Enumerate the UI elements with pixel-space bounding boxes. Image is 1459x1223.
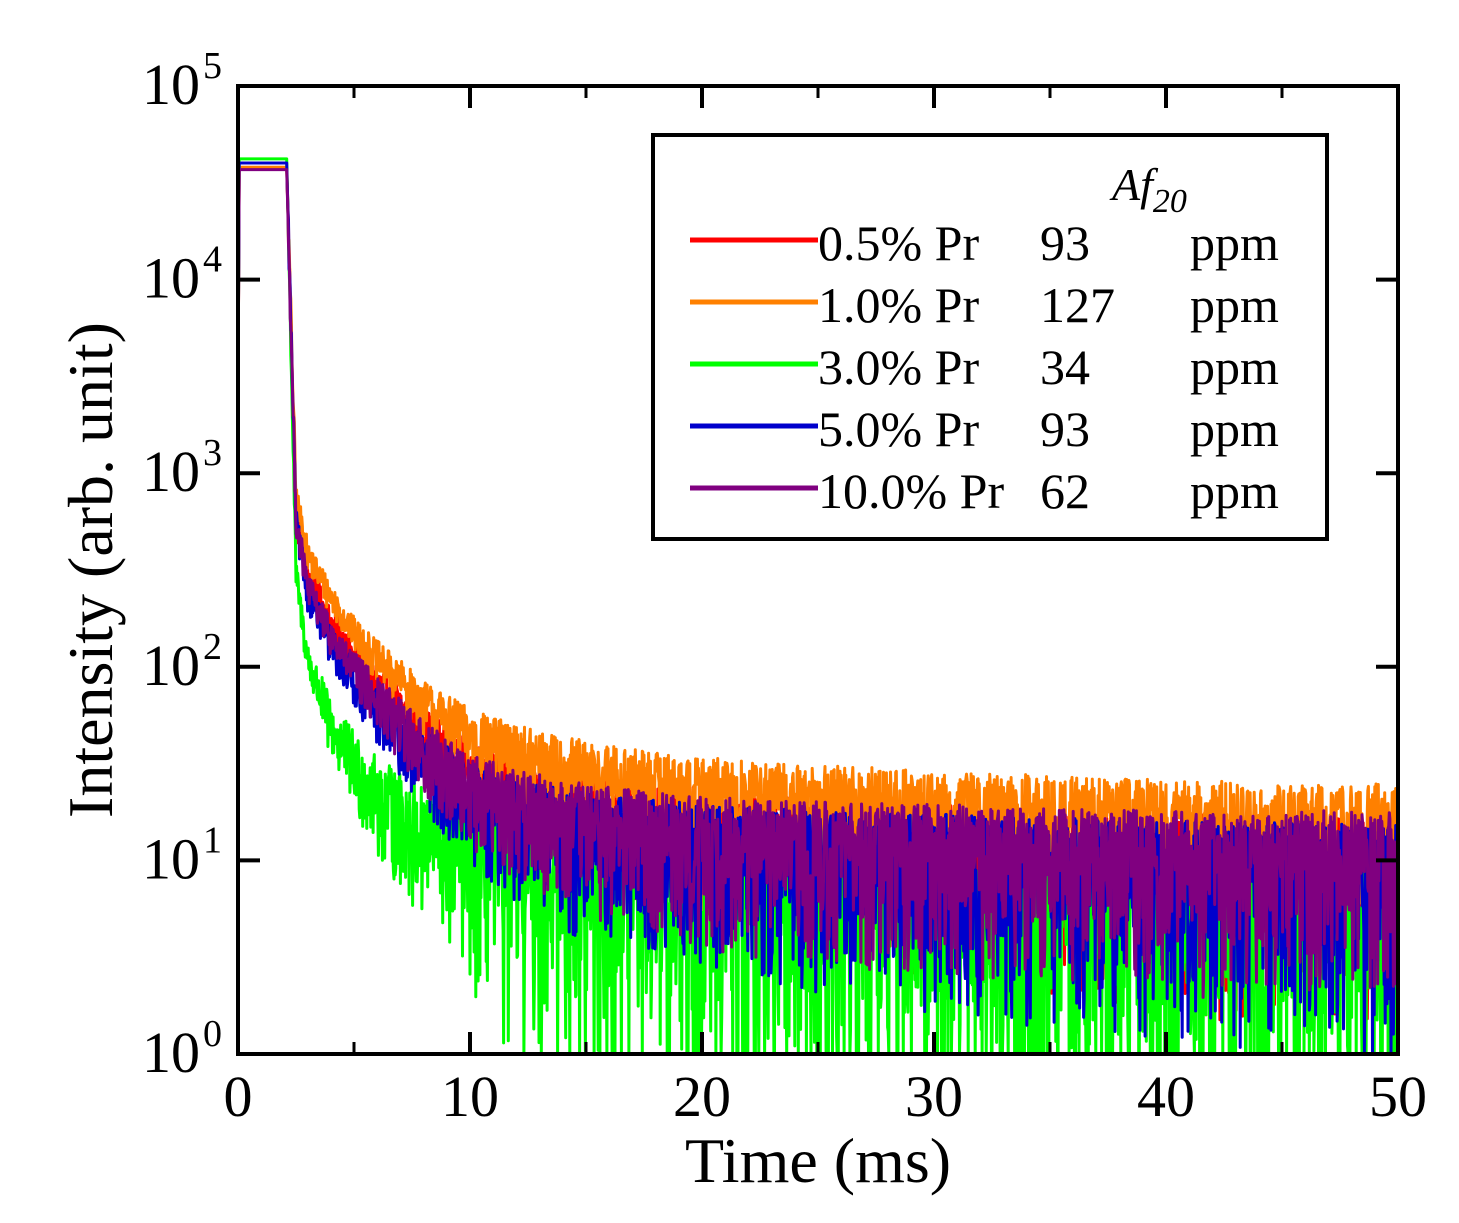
legend-unit: ppm [1190,401,1279,457]
series-layer [236,157,1400,1056]
y-tick-label: 103 [142,432,222,504]
legend-box [651,133,1329,541]
x-tick-label: 30 [905,1064,963,1129]
legend-unit: ppm [1190,277,1279,333]
x-tick-label: 0 [224,1064,253,1129]
x-tick-label: 40 [1137,1064,1195,1129]
legend-series-name: 1.0% Pr [818,277,979,333]
x-axis-title: Time (ms) [685,1125,951,1196]
legend-unit: ppm [1190,339,1279,395]
legend-series-value: 93 [1040,401,1090,457]
y-tick-label: 104 [142,239,222,311]
x-tick-label: 10 [441,1064,499,1129]
legend-series-value: 127 [1040,277,1115,333]
x-tick-label: 50 [1369,1064,1427,1129]
y-axis-title: Intensity (arb. unit) [55,322,126,818]
legend-series-value: 93 [1040,215,1090,271]
y-tick-label: 100 [142,1013,222,1085]
y-tick-label: 105 [142,45,222,117]
y-tick-label: 101 [142,819,222,891]
legend-series-name: 0.5% Pr [818,215,979,271]
series-line-5 [236,168,1400,999]
legend-series-value: 34 [1040,339,1090,395]
plot-frame [236,84,1400,1056]
legend-unit: ppm [1190,215,1279,271]
legend-header: Af20 [1109,159,1187,220]
legend-series-name: 10.0% Pr [818,463,1004,519]
x-tick-label: 20 [673,1064,731,1129]
legend-series-name: 3.0% Pr [818,339,979,395]
legend-unit: ppm [1190,463,1279,519]
labels-layer: 0 10 20 30 40 50 100 101 102 103 104 105 Time (ms) In… [55,45,1427,1196]
legend-series-name: 5.0% Pr [818,401,979,457]
legend: Af20 0.5% Pr 93 ppm 1.0% Pr 127 ppm 3.0% Pr 34 pp… [651,133,1329,541]
y-tick-label: 102 [142,626,222,698]
legend-series-value: 62 [1040,463,1090,519]
